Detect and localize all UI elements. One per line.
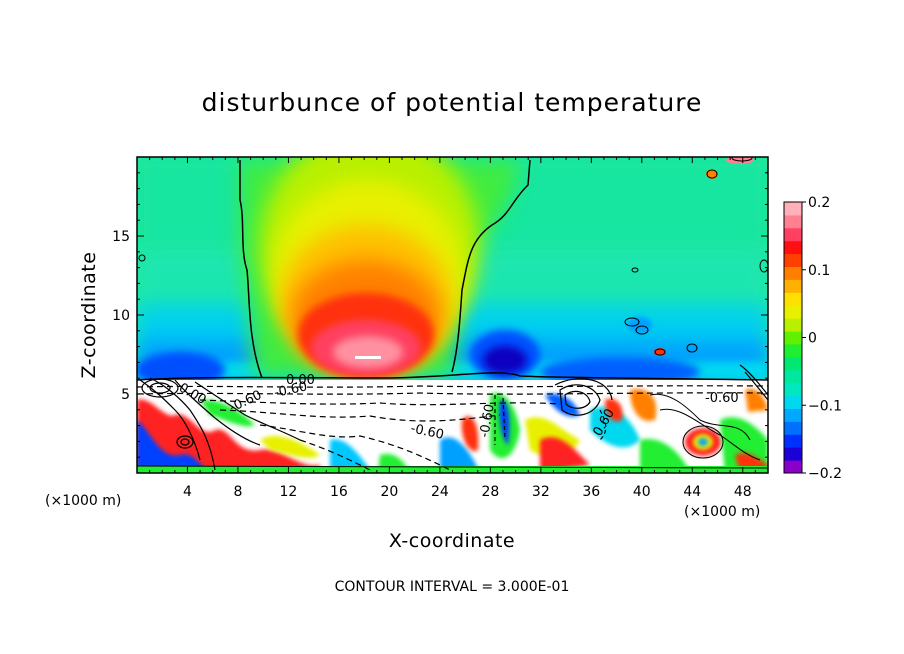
colorbar-swatch: [784, 227, 802, 242]
contour-interval-note: CONTOUR INTERVAL = 3.000E-01: [335, 579, 570, 595]
x-unit-left: (×1000 m): [45, 493, 121, 509]
colorbar-swatch: [784, 395, 802, 409]
chart-title: disturbunce of potential temperature: [202, 88, 703, 117]
contour-lines: [137, 157, 768, 471]
colorbar-tick-label: −0.1: [808, 398, 842, 414]
x-tick-label: 40: [633, 484, 651, 500]
colorbar-swatch: [784, 318, 802, 332]
colorbar-tick-label: 0.2: [808, 195, 830, 211]
x-tick-label: 44: [683, 484, 701, 500]
colorbar-swatch: [784, 369, 802, 384]
colorbar-tick-label: 0: [808, 331, 817, 347]
x-tick-label: 36: [582, 484, 600, 500]
colorbar-swatch: [784, 408, 802, 422]
colorbar-swatch: [784, 434, 802, 448]
x-tick-label: 16: [330, 484, 348, 500]
contour-label: 0.00: [286, 373, 315, 388]
colorbar-swatch: [784, 331, 802, 345]
colorbar-swatch: [784, 356, 802, 371]
colorbar-swatch: [784, 343, 802, 358]
contour-label: -0.60: [705, 391, 739, 406]
colorbar-swatch: [784, 447, 802, 461]
colorbar: 0.2 0.1 0 −0.1 −0.2: [783, 195, 842, 482]
colorbar-swatch: [784, 382, 802, 397]
x-unit-right: (×1000 m): [684, 504, 760, 520]
x-tick-label: 28: [481, 484, 499, 500]
x-tick-label: 8: [233, 484, 242, 500]
x-tick-label: 48: [734, 484, 752, 500]
x-tick-label: 20: [380, 484, 398, 500]
colorbar-swatch: [784, 240, 802, 255]
colorbar-swatch: [784, 292, 802, 306]
contour-label: -0.60: [477, 403, 498, 439]
y-axis-label: Z-coordinate: [78, 252, 100, 379]
colorbar-swatch: [784, 279, 802, 293]
y-axis-ticks: 5 10 15: [112, 172, 768, 458]
colorbar-swatch: [784, 214, 802, 229]
colorbar-swatch: [784, 202, 802, 216]
colorbar-tick-label: −0.2: [808, 466, 842, 482]
x-tick-label: 12: [280, 484, 298, 500]
colorbar-swatch: [784, 253, 802, 268]
x-axis-label: X-coordinate: [389, 530, 515, 552]
contour-label: -0.60: [409, 421, 445, 443]
y-tick-label: 10: [112, 308, 130, 324]
x-axis-ticks: 4 8 12 16 20 24 28 32 36 40 44 48: [149, 157, 756, 500]
colorbar-tick-label: 0.1: [808, 263, 830, 279]
y-tick-label: 15: [112, 229, 130, 245]
colorbar-swatch: [784, 421, 802, 435]
heatmap-field: [137, 157, 768, 473]
x-tick-label: 32: [532, 484, 550, 500]
contour-label: -0.60: [273, 379, 309, 401]
x-tick-label: 24: [431, 484, 449, 500]
y-tick-label: 5: [121, 387, 130, 403]
colorbar-swatch: [784, 266, 802, 280]
colorbar-swatch: [784, 460, 802, 474]
x-tick-label: 4: [183, 484, 192, 500]
colorbar-swatch: [784, 305, 802, 319]
